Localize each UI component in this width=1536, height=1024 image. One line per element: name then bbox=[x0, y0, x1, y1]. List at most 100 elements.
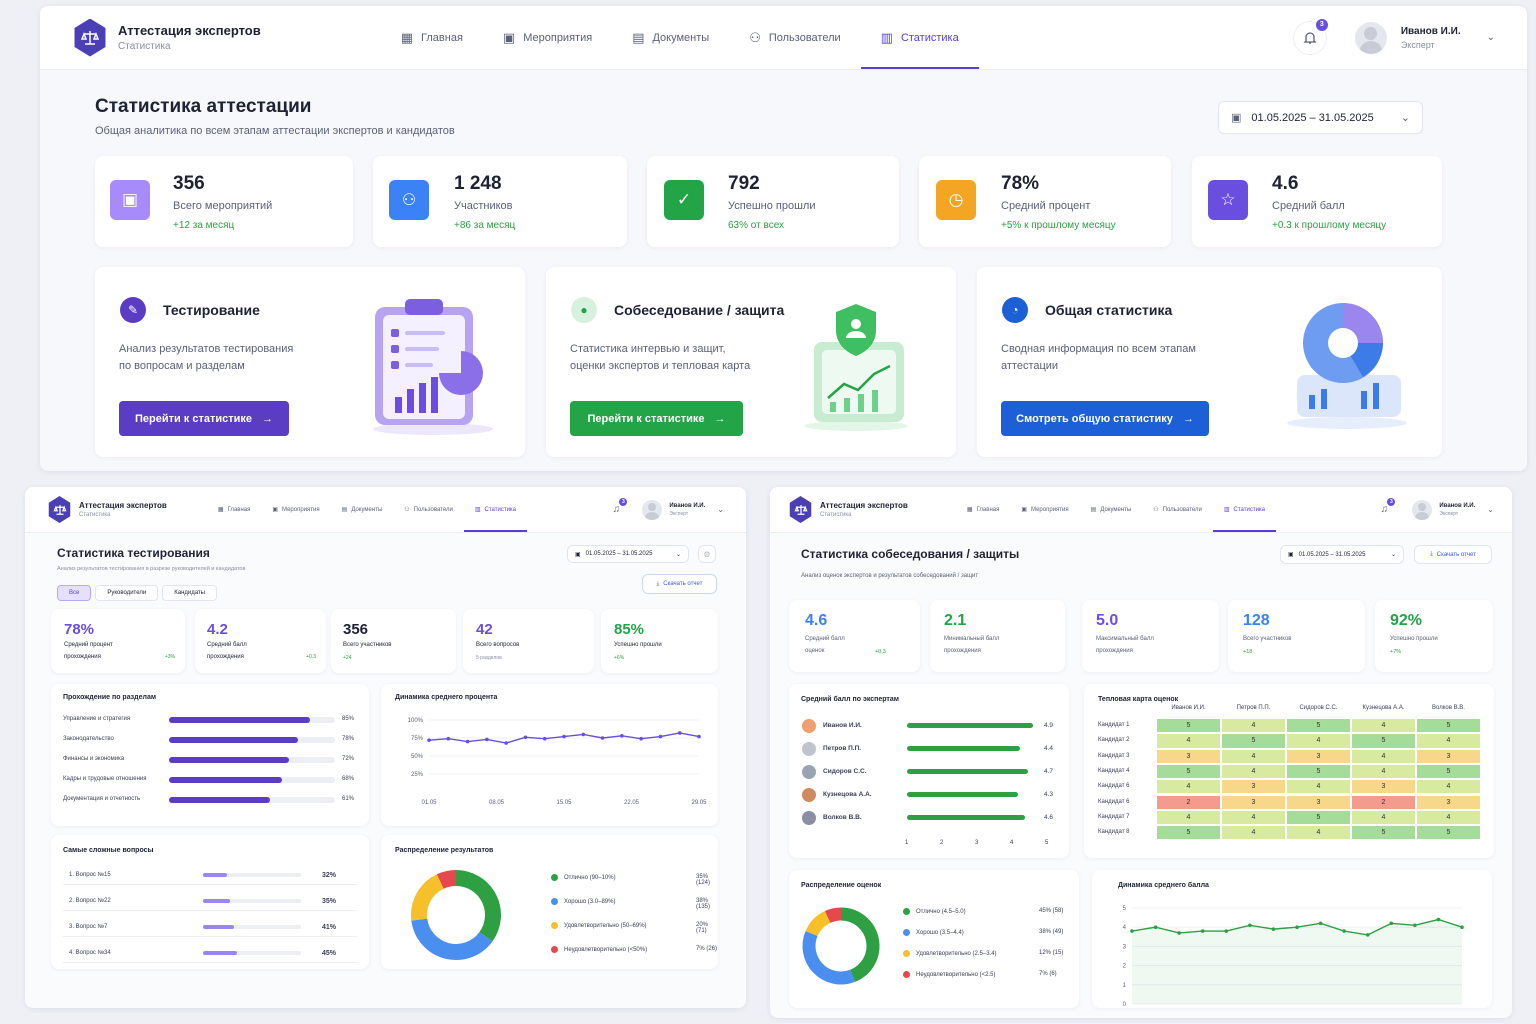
date-range-picker[interactable]: ▣ 01.05.2025 – 31.05.2025 ⌄ bbox=[1280, 545, 1404, 564]
nav-users[interactable]: ⚇ Пользователи bbox=[1142, 487, 1213, 532]
logo[interactable]: Аттестация экспертов Статистика bbox=[788, 496, 908, 523]
heatmap-cell[interactable]: 4 bbox=[1156, 809, 1221, 826]
heatmap-cell[interactable]: 5 bbox=[1416, 825, 1481, 841]
heatmap-cell[interactable]: 4 bbox=[1351, 809, 1416, 826]
nav-home[interactable]: ▦ Главная bbox=[956, 487, 1011, 532]
donut-slice[interactable] bbox=[436, 870, 457, 889]
heatmap-cell[interactable]: 5 bbox=[1286, 718, 1351, 734]
heatmap-cell[interactable]: 5 bbox=[1416, 718, 1481, 734]
download-report-button[interactable]: ⤓ Скачать отчет bbox=[1414, 545, 1492, 564]
nav-events[interactable]: ▣ Мероприятия bbox=[261, 487, 330, 532]
nav-documents[interactable]: ▤ Документы bbox=[331, 487, 394, 532]
data-point[interactable] bbox=[1177, 931, 1181, 935]
heatmap-cell[interactable]: 4 bbox=[1286, 825, 1351, 841]
chevron-down-icon[interactable]: ⌄ bbox=[1487, 505, 1494, 514]
tab-all[interactable]: Все bbox=[57, 585, 92, 601]
data-point[interactable] bbox=[562, 734, 566, 739]
nav-events[interactable]: ▣ Мероприятия bbox=[483, 6, 612, 69]
heatmap-cell[interactable]: 4 bbox=[1351, 748, 1416, 764]
heatmap-cell[interactable]: 3 bbox=[1416, 748, 1481, 764]
donut-slice[interactable] bbox=[824, 907, 842, 923]
data-point[interactable] bbox=[1365, 933, 1370, 937]
nav-users[interactable]: ⚇ Пользователи bbox=[393, 487, 464, 532]
data-point[interactable] bbox=[1413, 923, 1417, 928]
heatmap-cell[interactable]: 4 bbox=[1416, 733, 1481, 749]
heatmap-cell[interactable]: 4 bbox=[1416, 779, 1481, 795]
data-point[interactable] bbox=[427, 738, 431, 742]
question-row[interactable] bbox=[63, 917, 357, 937]
data-point[interactable] bbox=[1342, 929, 1346, 933]
avatar[interactable] bbox=[1354, 21, 1387, 54]
data-point[interactable] bbox=[620, 734, 624, 738]
tab-candidates[interactable]: Кандидаты bbox=[162, 585, 217, 601]
nav-documents[interactable]: ▤ Документы bbox=[1080, 487, 1143, 532]
heatmap-cell[interactable]: 5 bbox=[1416, 763, 1481, 780]
data-point[interactable] bbox=[465, 739, 470, 744]
donut-slice[interactable] bbox=[805, 911, 831, 937]
nav-users[interactable]: ⚇ Пользователи bbox=[729, 6, 860, 69]
donut-slice[interactable] bbox=[411, 874, 445, 921]
heatmap-cell[interactable]: 4 bbox=[1286, 733, 1351, 749]
heatmap-cell[interactable]: 3 bbox=[1221, 779, 1286, 795]
heatmap-cell[interactable]: 4 bbox=[1351, 763, 1416, 780]
heatmap-cell[interactable]: 3 bbox=[1156, 748, 1221, 764]
heatmap-cell[interactable]: 4 bbox=[1156, 779, 1221, 795]
chevron-down-icon[interactable]: ⌄ bbox=[717, 505, 724, 514]
download-report-button[interactable]: ⤓ Скачать отчет bbox=[642, 574, 717, 594]
data-point[interactable] bbox=[1200, 929, 1205, 933]
heatmap-cell[interactable]: 3 bbox=[1416, 794, 1481, 810]
nav-home[interactable]: ▦ Главная bbox=[207, 487, 262, 532]
data-point[interactable] bbox=[446, 736, 451, 741]
heatmap-cell[interactable]: 4 bbox=[1221, 825, 1286, 841]
go-testing-stats-button[interactable]: Перейти к статистике → bbox=[119, 401, 289, 436]
data-point[interactable] bbox=[658, 734, 663, 739]
heatmap-cell[interactable]: 5 bbox=[1156, 718, 1221, 734]
view-overall-stats-button[interactable]: Смотреть общую статистику → bbox=[1001, 401, 1209, 436]
heatmap-cell[interactable]: 3 bbox=[1286, 794, 1351, 810]
avatar[interactable] bbox=[1412, 499, 1433, 520]
nav-statistics[interactable]: ▥ Статистика bbox=[860, 6, 979, 69]
question-row[interactable] bbox=[63, 865, 357, 885]
data-point[interactable] bbox=[1460, 925, 1464, 929]
data-point[interactable] bbox=[600, 736, 605, 740]
data-point[interactable] bbox=[1436, 917, 1441, 922]
heatmap-cell[interactable]: 2 bbox=[1351, 794, 1416, 810]
notifications-button[interactable]: 3 bbox=[1292, 18, 1328, 55]
heatmap-cell[interactable]: 4 bbox=[1221, 763, 1286, 780]
notifications-button[interactable]: ♫ 3 bbox=[1374, 497, 1396, 520]
heatmap-cell[interactable]: 4 bbox=[1221, 718, 1286, 734]
nav-documents[interactable]: ▤ Документы bbox=[612, 6, 729, 69]
nav-events[interactable]: ▣ Мероприятия bbox=[1010, 487, 1079, 532]
data-point[interactable] bbox=[485, 737, 489, 742]
heatmap-cell[interactable]: 5 bbox=[1156, 763, 1221, 780]
data-point[interactable] bbox=[639, 736, 643, 741]
nav-statistics[interactable]: ▥ Статистика bbox=[463, 487, 528, 532]
donut-slice[interactable] bbox=[802, 931, 855, 985]
donut-slice[interactable] bbox=[455, 870, 501, 942]
donut-slice[interactable] bbox=[411, 918, 493, 960]
question-row[interactable] bbox=[63, 943, 357, 963]
heatmap-cell[interactable]: 5 bbox=[1351, 733, 1416, 749]
logo[interactable]: Аттестация экспертов Статистика bbox=[47, 496, 167, 523]
data-point[interactable] bbox=[677, 731, 682, 735]
heatmap-cell[interactable]: 2 bbox=[1156, 794, 1221, 810]
data-point[interactable] bbox=[1389, 921, 1394, 926]
data-point[interactable] bbox=[1318, 921, 1323, 926]
nav-home[interactable]: ▦ Главная bbox=[381, 6, 483, 69]
data-point[interactable] bbox=[1130, 929, 1134, 933]
data-point[interactable] bbox=[1295, 925, 1299, 929]
tab-managers[interactable]: Руководители bbox=[95, 585, 159, 601]
heatmap-cell[interactable]: 5 bbox=[1286, 809, 1351, 826]
donut-slice[interactable] bbox=[840, 907, 880, 982]
heatmap-cell[interactable]: 4 bbox=[1416, 809, 1481, 826]
data-point[interactable] bbox=[504, 741, 508, 745]
data-point[interactable] bbox=[1248, 923, 1252, 928]
data-point[interactable] bbox=[523, 735, 528, 740]
data-point[interactable] bbox=[697, 734, 701, 739]
heatmap-cell[interactable]: 4 bbox=[1351, 718, 1416, 734]
go-interview-stats-button[interactable]: Перейти к статистике → bbox=[570, 401, 743, 436]
heatmap-cell[interactable]: 5 bbox=[1221, 733, 1286, 749]
nav-statistics[interactable]: ▥ Статистика bbox=[1212, 487, 1277, 532]
heatmap-cell[interactable]: 4 bbox=[1156, 733, 1221, 749]
logo[interactable]: Аттестация экспертов Статистика bbox=[72, 18, 261, 57]
